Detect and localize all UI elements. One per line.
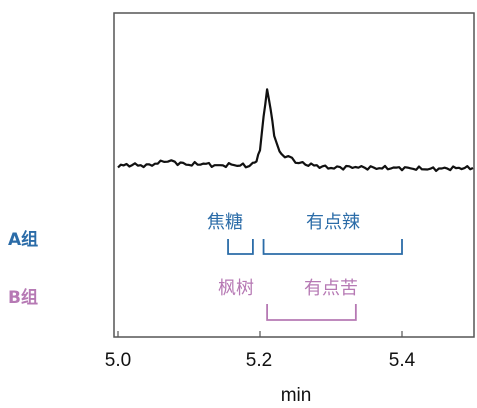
- bracket-label-maple: 枫树: [218, 278, 254, 299]
- group-b-label: B组: [8, 287, 38, 308]
- chromatogram-line: [117, 88, 474, 172]
- bracket-label-caramel: 焦糖: [207, 212, 243, 233]
- bracket-label-slightly-spicy: 有点辣: [306, 212, 360, 233]
- x-tick-label-5.0: 5.0: [105, 350, 131, 371]
- x-tick-label-5.4: 5.4: [389, 350, 416, 371]
- bracket-group0-0: [227, 239, 254, 255]
- x-tick-label-5.2: 5.2: [246, 350, 272, 371]
- x-axis-label: min: [281, 385, 312, 406]
- plot-frame: [113, 12, 475, 338]
- bracket-label-slightly-bitter: 有点苦: [304, 278, 358, 299]
- bracket-group1-1: [266, 304, 357, 321]
- group-a-label: A组: [8, 229, 38, 250]
- bracket-group0-1: [262, 239, 403, 255]
